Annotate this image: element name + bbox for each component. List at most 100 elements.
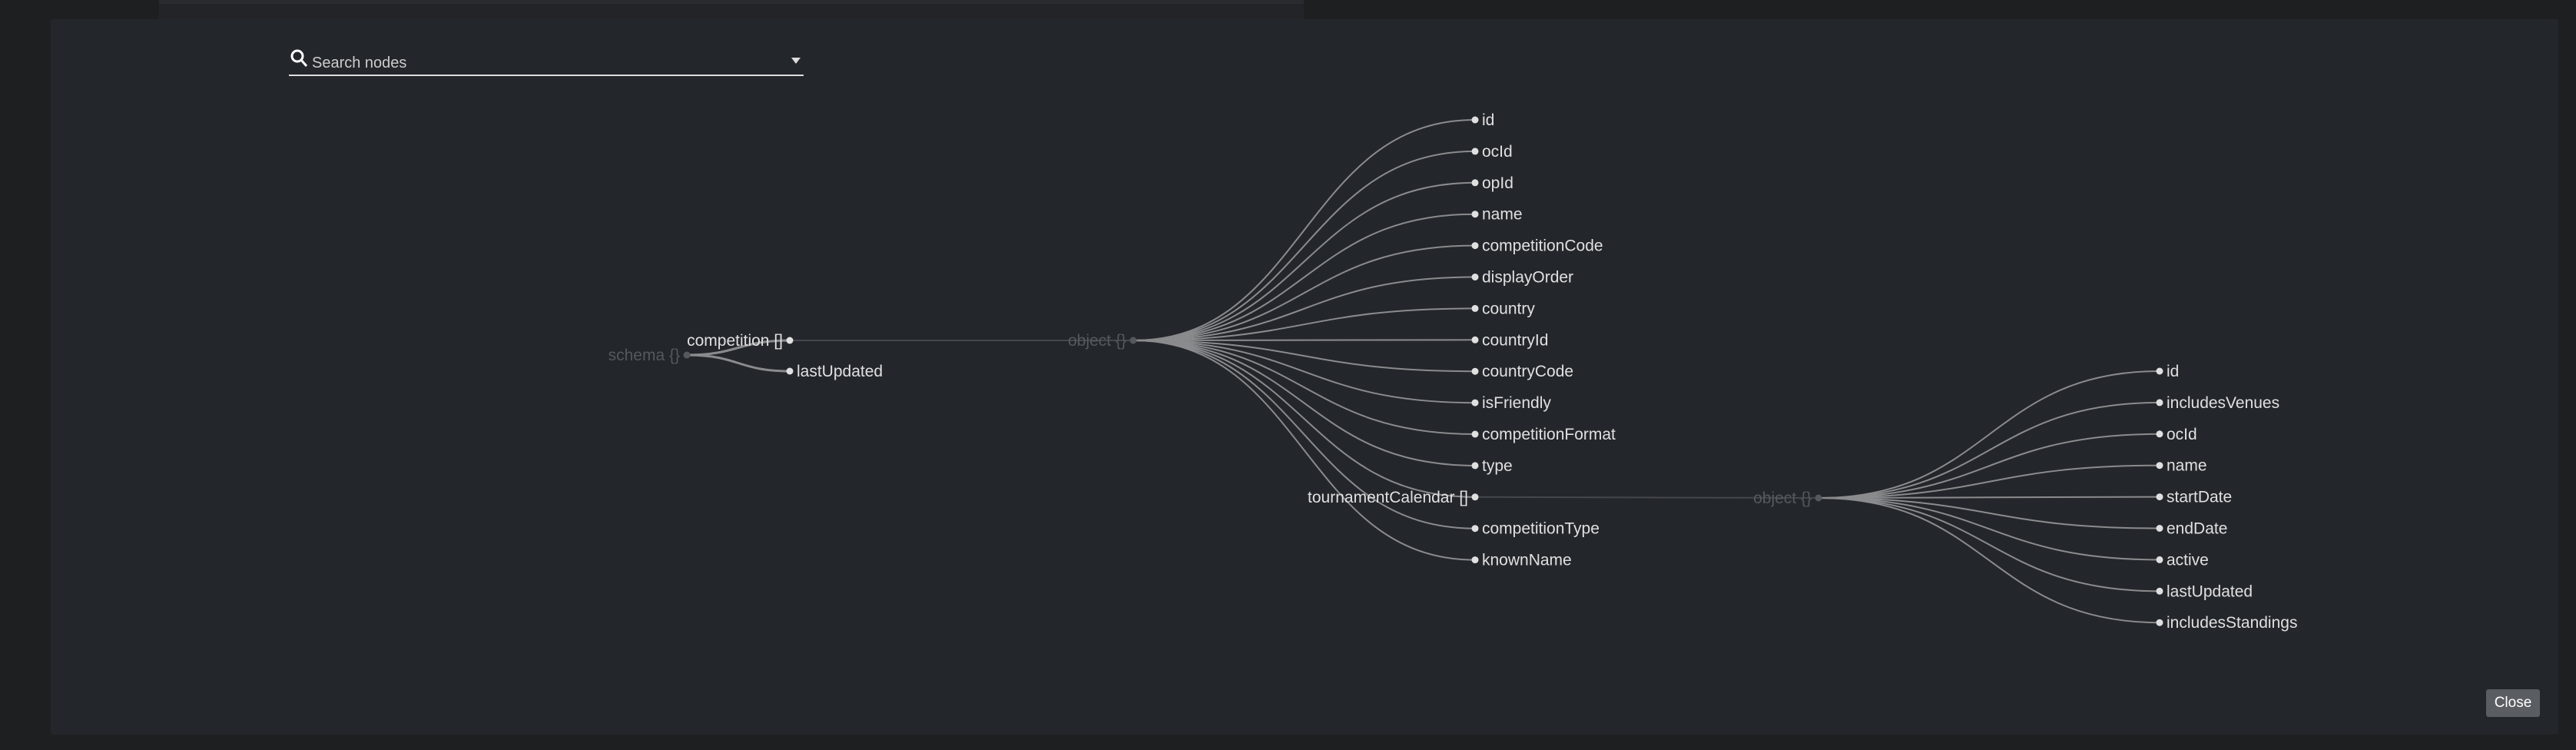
node-dot[interactable] (2156, 399, 2163, 407)
node-dot[interactable] (2156, 525, 2163, 532)
tree-node-id[interactable]: id (2156, 363, 2180, 380)
node-label: competitionCode (1482, 237, 1603, 255)
tree-node-lastupdated[interactable]: lastUpdated (2156, 582, 2253, 600)
node-dot[interactable] (1471, 556, 1479, 564)
node-dot[interactable] (1471, 525, 1479, 533)
node-label: includesStandings (2167, 614, 2297, 632)
tree-node-country[interactable]: country (1471, 300, 1536, 317)
tree-link (1818, 497, 2160, 624)
tree-link (1818, 496, 2160, 499)
node-dot[interactable] (2156, 619, 2163, 626)
node-dot[interactable] (1471, 304, 1479, 312)
schema-tree-modal: Search nodes (51, 19, 2558, 735)
tree-node-includesvenues[interactable]: includesVenues (2156, 394, 2280, 412)
chevron-down-icon[interactable] (791, 58, 801, 64)
tree-node-opid[interactable]: opId (1471, 174, 1513, 192)
node-dot[interactable] (1471, 274, 1479, 280)
tree-link (1818, 401, 2160, 499)
node-label: countryCode (1482, 363, 1573, 380)
node-dot[interactable] (1471, 399, 1479, 407)
tree-link (1818, 497, 2160, 529)
tree-node-id[interactable]: id (1471, 111, 1495, 129)
tree-link (1132, 340, 1476, 435)
node-dot[interactable] (1471, 430, 1479, 438)
node-dot[interactable] (2156, 430, 2163, 438)
node-dot[interactable] (1471, 493, 1479, 501)
tree-node-countryid[interactable]: countryId (1471, 331, 1549, 349)
search-icon (290, 49, 308, 67)
tree-link (1132, 244, 1476, 341)
tree-node-knownname[interactable]: knownName (1471, 552, 1572, 569)
node-label: competitionFormat (1482, 426, 1616, 443)
tree-node-lastupdated[interactable]: lastUpdated (786, 363, 884, 380)
node-label: lastUpdated (2167, 582, 2253, 600)
tree-node-name[interactable]: name (1471, 206, 1523, 224)
tree-node-competitionformat[interactable]: competitionFormat (1471, 426, 1616, 443)
close-button[interactable]: Close (2486, 689, 2540, 717)
node-label: id (1482, 111, 1494, 129)
node-label: includesVenues (2167, 394, 2279, 412)
node-dot[interactable] (2156, 493, 2163, 501)
node-label: id (2167, 363, 2179, 380)
node-label: active (2167, 551, 2209, 569)
node-dot[interactable] (1471, 116, 1479, 124)
tree-link (1132, 340, 1476, 466)
node-dot[interactable] (1471, 148, 1479, 155)
node-dot[interactable] (1471, 242, 1479, 250)
tree-node-countrycode[interactable]: countryCode (1471, 363, 1574, 380)
tree-link (1474, 496, 1819, 499)
tree-node-competitioncode[interactable]: competitionCode (1471, 237, 1603, 255)
tree-node-startdate[interactable]: startDate (2156, 489, 2233, 506)
tree-link (1818, 370, 2160, 499)
search-nodes-select[interactable]: Search nodes (289, 47, 804, 76)
node-dot[interactable] (1471, 462, 1479, 470)
tree-node-name[interactable]: name (2156, 457, 2207, 475)
tree-link (1818, 433, 2160, 499)
tree-link (686, 339, 791, 357)
tree-link (1132, 181, 1476, 341)
node-dot[interactable] (2156, 556, 2163, 563)
tree-link (1132, 340, 1476, 529)
tree-node-ocid[interactable]: ocId (2156, 426, 2197, 443)
tree-node-active[interactable]: active (2156, 551, 2209, 569)
node-label: schema {} (608, 347, 680, 364)
tree-link (1132, 340, 1476, 561)
node-label: competitionType (1482, 520, 1600, 538)
node-dot[interactable] (2156, 587, 2163, 595)
tree-link (1132, 340, 1476, 404)
node-label: name (2167, 457, 2207, 475)
node-label: countryId (1482, 331, 1548, 349)
node-label: tournamentCalendar [] (1308, 489, 1468, 506)
tree-node-competition[interactable]: competition [] (687, 332, 794, 350)
node-dot[interactable] (1815, 494, 1822, 502)
node-label: competition [] (687, 332, 783, 350)
node-dot[interactable] (1129, 337, 1137, 344)
node-dot[interactable] (2156, 462, 2163, 470)
node-dot[interactable] (1471, 179, 1479, 187)
node-dot[interactable] (683, 351, 691, 359)
tree-node-tournamentcalendar[interactable]: tournamentCalendar [] (1308, 489, 1479, 506)
node-label: lastUpdated (797, 363, 883, 380)
search-placeholder: Search nodes (312, 55, 407, 71)
tree-link (1132, 119, 1476, 341)
node-dot[interactable] (1471, 367, 1479, 375)
tree-node-enddate[interactable]: endDate (2156, 520, 2228, 538)
node-dot[interactable] (786, 337, 794, 344)
node-label: ocId (2167, 426, 2197, 443)
tree-node-includesstandings[interactable]: includesStandings (2156, 614, 2298, 632)
tree-node-ocid[interactable]: ocId (1471, 143, 1513, 161)
tree-node-schema[interactable]: schema {} (608, 347, 691, 364)
node-dot[interactable] (786, 367, 794, 375)
tree-node-isfriendly[interactable]: isFriendly (1471, 394, 1552, 412)
node-label: knownName (1482, 552, 1572, 569)
node-dot[interactable] (1471, 211, 1479, 218)
tree-node-type[interactable]: type (1471, 457, 1513, 475)
tree-node-object[interactable]: object {} (1753, 489, 1822, 507)
node-dot[interactable] (1471, 336, 1479, 343)
tree-link (1818, 497, 2160, 561)
tree-node-competitiontype[interactable]: competitionType (1471, 520, 1600, 538)
tree-node-displayorder[interactable]: displayOrder (1471, 269, 1574, 287)
tree-node-object[interactable]: object {} (1068, 332, 1137, 350)
node-dot[interactable] (2156, 367, 2163, 375)
node-label: opId (1482, 174, 1513, 192)
